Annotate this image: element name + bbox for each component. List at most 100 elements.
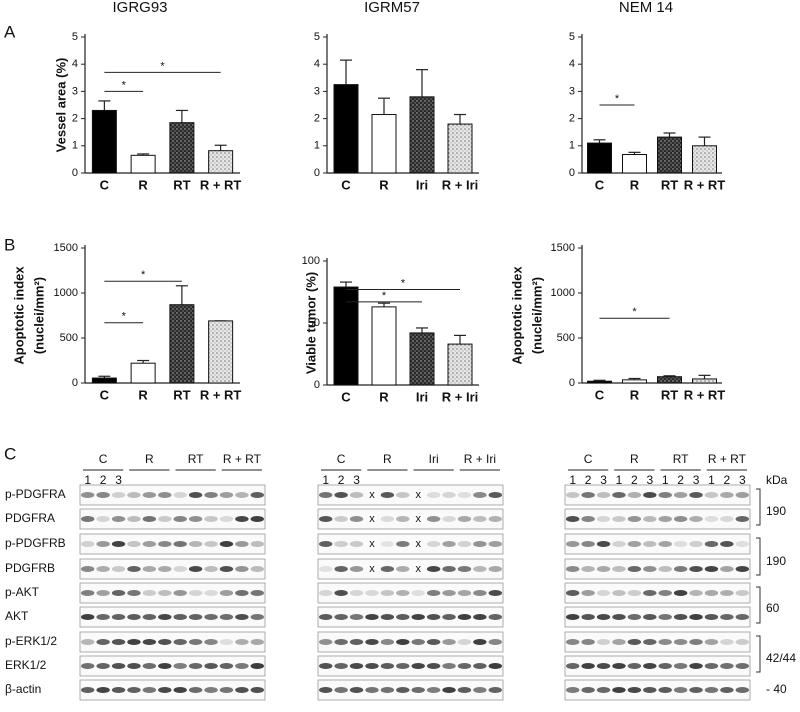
chart-title: NEM 14	[619, 0, 673, 16]
blot-band	[411, 590, 425, 596]
blot-band	[349, 492, 364, 498]
blot-strip	[317, 655, 504, 677]
blot-band	[96, 663, 110, 669]
missing-lane-mark: x	[369, 489, 375, 501]
y-tick-label: 0	[569, 167, 575, 179]
blot-band	[488, 566, 502, 572]
x-tick-label: C	[341, 177, 351, 192]
blot-band	[673, 687, 688, 693]
blot-strip	[564, 582, 751, 604]
bar	[622, 154, 647, 174]
blot-band	[411, 663, 425, 669]
lane-label: 2	[724, 473, 731, 487]
blot-band	[643, 566, 657, 572]
y-tick-label: 100	[302, 255, 320, 267]
blot-band	[235, 639, 249, 645]
blot-band	[442, 687, 456, 693]
blot-band	[349, 566, 364, 572]
kda-label: 190	[766, 554, 786, 568]
blot-band	[396, 663, 410, 669]
blot-band	[596, 541, 611, 547]
missing-lane-mark: x	[415, 489, 421, 501]
x-tick-label: RT	[173, 387, 190, 402]
bar	[333, 84, 359, 174]
blot-band	[473, 516, 487, 522]
kda-label: 60	[766, 601, 780, 615]
blot-band	[127, 541, 141, 547]
blot-band	[319, 492, 333, 498]
blot-band	[396, 590, 410, 596]
bar	[333, 286, 359, 386]
blot-band	[81, 639, 95, 645]
blot-band	[127, 566, 141, 572]
y-tick-label: 4	[314, 58, 320, 70]
blot-band	[396, 492, 410, 498]
blot-band	[689, 614, 703, 620]
blot-band	[219, 516, 234, 522]
blot-band	[566, 566, 580, 572]
y-tick-label: 1500	[54, 242, 78, 254]
blot-strip	[564, 508, 751, 530]
blot-band	[334, 541, 348, 547]
group-label: R + RT	[223, 452, 262, 466]
blot-band	[457, 566, 472, 572]
blot-band	[627, 541, 642, 547]
blot-band	[473, 614, 487, 620]
x-tick-label: C	[100, 387, 110, 402]
blot-band	[581, 687, 595, 693]
y-tick-label: 1500	[551, 242, 575, 254]
x-tick-label: R + Iri	[442, 389, 479, 404]
blot-strip	[564, 533, 751, 555]
x-tick-label: R + Iri	[442, 177, 479, 192]
blot-band	[704, 614, 719, 620]
blot-band	[365, 590, 379, 596]
bar	[587, 380, 612, 384]
y-tick-label: 3	[314, 85, 320, 97]
significance-label: *	[122, 311, 127, 323]
blot-band	[581, 663, 595, 669]
blot-band	[111, 663, 126, 669]
blot-band	[658, 541, 672, 547]
blot-band	[319, 566, 333, 572]
blot-band	[473, 590, 487, 596]
blot-band	[720, 566, 734, 572]
blot-band	[111, 566, 126, 572]
blot-band	[365, 663, 379, 669]
blot-band	[204, 687, 218, 693]
blot-band	[349, 614, 364, 620]
blot-band	[426, 687, 441, 693]
blot-band	[627, 614, 642, 620]
blot-strip	[317, 679, 504, 701]
blot-band	[334, 566, 348, 572]
blot-band	[411, 687, 425, 693]
blot-band	[627, 492, 642, 498]
blot-band	[627, 516, 642, 522]
blot-band	[566, 663, 580, 669]
blot-band	[204, 541, 218, 547]
x-tick-label: R	[630, 387, 640, 402]
y-axis-label: (nuclei/mm²)	[31, 277, 46, 354]
blot-band	[250, 663, 264, 669]
blot-band	[643, 663, 657, 669]
blot-band	[250, 687, 264, 693]
blot-strip	[317, 582, 504, 604]
blot-band	[250, 541, 264, 547]
blot-band	[457, 492, 472, 498]
y-tick-label: 2	[569, 113, 575, 125]
blot-band	[319, 687, 333, 693]
blot-band	[673, 566, 688, 572]
blot-band	[442, 541, 456, 547]
blot-band	[704, 639, 719, 645]
blot-band	[442, 566, 456, 572]
protein-label: ERK1/2	[5, 658, 47, 672]
group-label: Iri	[429, 452, 439, 466]
blot-strip	[79, 631, 266, 653]
blot-strip	[79, 558, 266, 580]
blot-band	[319, 639, 333, 645]
blot-band	[488, 492, 502, 498]
blot-band	[612, 639, 626, 645]
blot-band	[581, 492, 595, 498]
significance-label: *	[122, 79, 127, 91]
blot-band	[473, 492, 487, 498]
bar	[657, 376, 682, 384]
